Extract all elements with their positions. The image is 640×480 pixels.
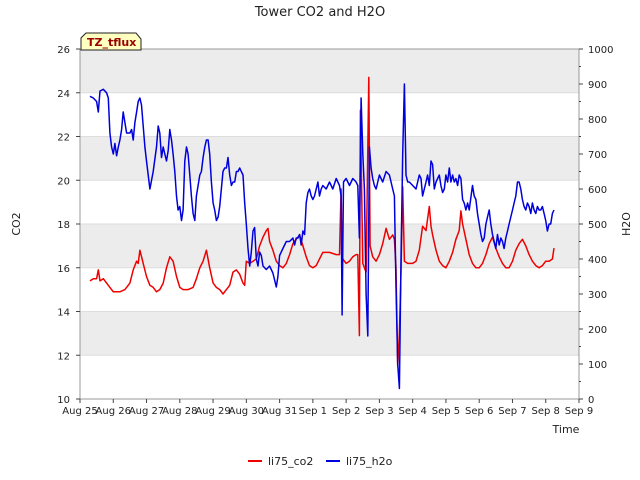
- x-tick-label: Sep 5: [432, 406, 460, 417]
- left-tick-label: 18: [57, 220, 70, 231]
- x-axis-label: Time: [552, 423, 580, 436]
- left-tick-label: 14: [57, 308, 70, 319]
- right-axis-ticks: 0 100 200 300 400 500 600 700 800 900 1000: [579, 45, 613, 406]
- background-bands: [80, 49, 579, 356]
- right-tick-label: 0: [588, 395, 594, 406]
- series-line-li75_co2: [89, 76, 555, 367]
- background-band: [80, 311, 579, 356]
- left-axis-label: CO2: [10, 212, 23, 235]
- left-tick-label: 20: [57, 176, 70, 187]
- series-line-li75_h2o: [89, 83, 555, 390]
- left-tick-label: 26: [57, 45, 70, 56]
- right-tick-label: 500: [588, 220, 607, 231]
- site-label-box: TZ_tflux: [80, 32, 142, 51]
- right-tick-label: 200: [588, 325, 607, 336]
- legend-label-h2o: li75_h2o: [346, 455, 393, 468]
- right-tick-label: 400: [588, 255, 607, 266]
- left-tick-label: 12: [57, 351, 70, 362]
- right-tick-label: 600: [588, 185, 607, 196]
- site-label: TZ_tflux: [87, 36, 136, 49]
- legend-label-co2: li75_co2: [268, 455, 313, 468]
- x-tick-label: Sep 4: [398, 406, 426, 417]
- chart-title: Tower CO2 and H2O: [254, 5, 385, 20]
- left-tick-label: 24: [57, 89, 70, 100]
- background-band: [80, 49, 579, 93]
- right-axis-label: H2O: [620, 212, 633, 236]
- x-tick-label: Sep 9: [565, 406, 593, 417]
- left-tick-label: 10: [57, 395, 70, 406]
- legend: li75_co2 li75_h2o: [248, 455, 393, 468]
- x-tick-label: Aug 25: [62, 406, 97, 417]
- right-tick-label: 100: [588, 360, 607, 371]
- left-tick-label: 22: [57, 133, 70, 144]
- x-tick-label: Sep 2: [332, 406, 360, 417]
- x-tick-label: Sep 7: [498, 406, 526, 417]
- x-tick-label: Aug 31: [262, 406, 297, 417]
- x-tick-label: Sep 3: [365, 406, 393, 417]
- left-tick-label: 16: [57, 264, 70, 275]
- right-tick-label: 300: [588, 290, 607, 301]
- series-layer: [89, 76, 555, 390]
- gridlines: [80, 48, 579, 400]
- left-axis-ticks: 10 12 14 16 18 20 22 24 26: [57, 45, 80, 406]
- x-tick-label: Sep 1: [299, 406, 327, 417]
- right-tick-label: 1000: [588, 45, 613, 56]
- x-tick-label: Sep 6: [465, 406, 493, 417]
- x-tick-label: Aug 26: [96, 406, 131, 417]
- x-tick-label: Aug 27: [129, 406, 164, 417]
- right-tick-label: 900: [588, 80, 607, 91]
- right-tick-label: 700: [588, 150, 607, 161]
- right-tick-label: 800: [588, 115, 607, 126]
- x-tick-label: Aug 29: [195, 406, 230, 417]
- background-band: [80, 136, 579, 181]
- x-tick-label: Aug 30: [229, 406, 264, 417]
- x-tick-label: Sep 8: [532, 406, 560, 417]
- x-tick-label: Aug 28: [162, 406, 197, 417]
- site-label-frame: [80, 32, 142, 51]
